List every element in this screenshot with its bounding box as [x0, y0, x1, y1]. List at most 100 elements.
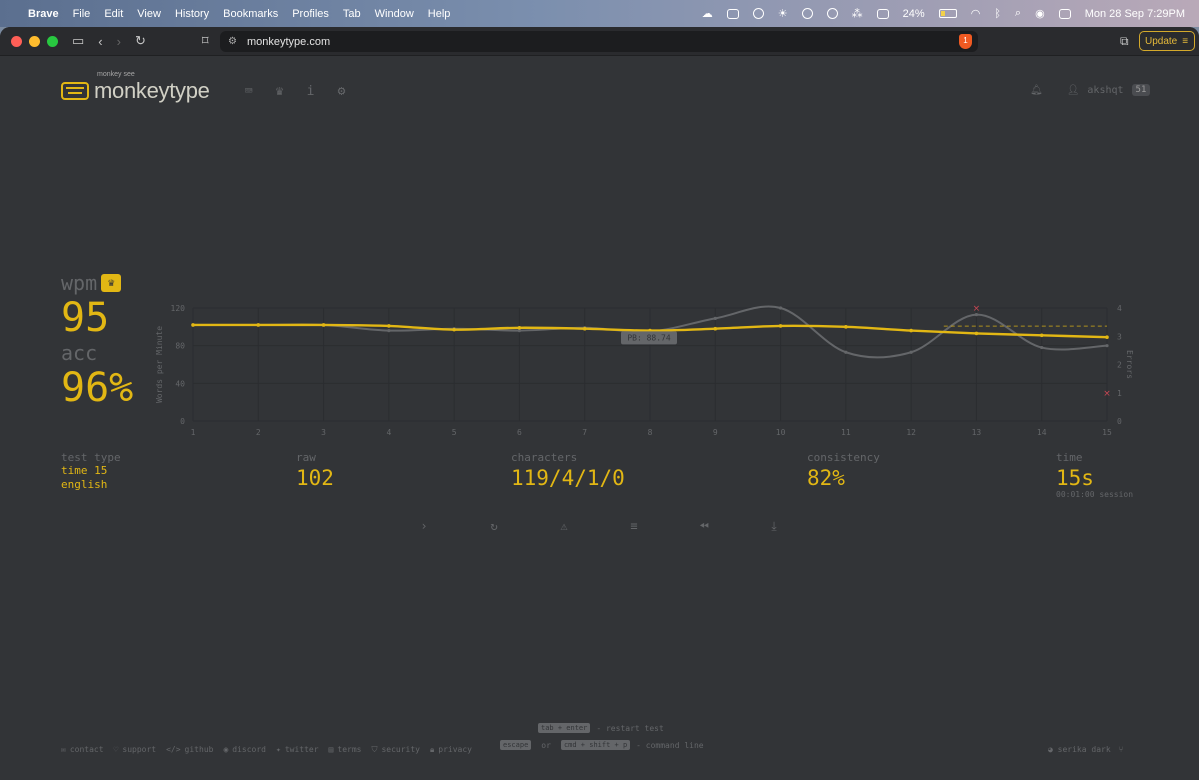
record-icon[interactable]: [801, 8, 813, 19]
grid-icon[interactable]: ⁂: [851, 8, 863, 20]
or-text: or: [541, 740, 551, 750]
settings-gear-icon[interactable]: ⚙: [337, 84, 346, 99]
sidebar-icon[interactable]: ▭: [72, 33, 85, 48]
word-history-icon[interactable]: ≡: [630, 519, 638, 533]
x-tick-label: 10: [776, 428, 786, 437]
menu-help[interactable]: Help: [427, 7, 451, 20]
update-label: Update: [1145, 35, 1178, 47]
keyboard-icon[interactable]: ⌨: [244, 84, 253, 99]
next-test-icon[interactable]: ›: [420, 519, 428, 533]
command-key-hint: cmd + shift + p: [560, 740, 631, 750]
menu-app-name[interactable]: Brave: [28, 7, 59, 20]
siri-icon[interactable]: ◉: [1035, 8, 1045, 20]
cloud-icon[interactable]: ☁: [701, 8, 713, 20]
footer-discord[interactable]: ◉ discord: [223, 745, 266, 755]
battery-percent[interactable]: 24%: [902, 7, 925, 20]
site-settings-icon[interactable]: ⚙: [228, 36, 237, 47]
brave-shield-icon[interactable]: 1: [959, 34, 972, 49]
spotlight-icon[interactable]: ⌕: [1014, 7, 1022, 19]
keyboard-icon[interactable]: [876, 8, 889, 19]
wpm-point: [452, 327, 456, 332]
footer-github[interactable]: </> github: [166, 745, 213, 755]
update-button[interactable]: Update ≡: [1139, 31, 1195, 51]
footer-support[interactable]: ♡ support: [114, 745, 157, 755]
footer-twitter-label: twitter: [284, 745, 319, 754]
bell-icon[interactable]: 🔔︎: [1030, 84, 1043, 96]
replay-icon[interactable]: ⏪︎: [699, 519, 709, 533]
menu-window[interactable]: Window: [374, 7, 414, 20]
menu-view[interactable]: View: [137, 7, 161, 20]
wpm-value: 95: [61, 295, 110, 341]
user-circle-icon[interactable]: [826, 8, 838, 19]
error-marker: ×: [973, 304, 981, 314]
consistency-value: 82%: [807, 466, 845, 490]
clock-icon[interactable]: [752, 8, 764, 19]
bookmark-icon[interactable]: ⌑: [201, 33, 209, 48]
consistency-stat: consistency 82%: [807, 451, 880, 490]
characters-value: 119/4/1/0: [511, 466, 625, 490]
monkeytype-logo[interactable]: monkey see monkeytype: [61, 71, 210, 104]
x-tick-label: 2: [256, 428, 261, 437]
characters-stat: characters 119/4/1/0: [511, 451, 625, 490]
main-stats: wpm ♛ 95 acc 96%: [61, 271, 133, 411]
footer-terms[interactable]: ▤ terms: [329, 745, 362, 755]
version-branch-icon[interactable]: ⑂: [1118, 745, 1124, 754]
x-tick-label: 13: [972, 428, 982, 437]
wpm-point: [778, 324, 783, 328]
back-icon[interactable]: ‹: [98, 33, 103, 49]
address-bar[interactable]: ⚙ monkeytype.com 1: [220, 31, 978, 52]
minimize-window-button[interactable]: [29, 35, 40, 47]
wpm-point: [844, 325, 848, 329]
bluetooth-icon[interactable]: ᛒ: [994, 7, 1001, 20]
pb-label-box: [621, 331, 677, 345]
info-icon[interactable]: i: [306, 84, 315, 99]
forward-icon[interactable]: ›: [116, 33, 121, 49]
wpm-point: [1105, 335, 1109, 339]
user-icon[interactable]: 👤︎: [1066, 84, 1080, 96]
raw-point: [1040, 345, 1044, 350]
menu-edit[interactable]: Edit: [104, 7, 124, 20]
maximize-window-button[interactable]: [47, 35, 58, 47]
test-type-language[interactable]: english: [61, 478, 108, 491]
footer-privacy[interactable]: 🔒︎ privacy: [430, 745, 472, 755]
time-label: time: [1056, 451, 1083, 464]
home-icon[interactable]: [726, 8, 739, 19]
raw-point: [517, 329, 522, 333]
footer-security[interactable]: ⛉ security: [371, 745, 420, 755]
menu-bookmarks[interactable]: Bookmarks: [223, 7, 279, 20]
wpm-point: [909, 328, 913, 333]
y-tick-label: 120: [171, 304, 186, 313]
raw-label: raw: [296, 451, 316, 464]
brightness-icon[interactable]: ☀: [777, 8, 788, 20]
test-type-mode[interactable]: time 15: [61, 464, 108, 477]
footer-github-label: github: [184, 745, 214, 754]
crown-icon[interactable]: ♛: [275, 84, 284, 99]
menubar-datetime[interactable]: Mon 28 Sep 7:29PM: [1084, 7, 1185, 20]
close-window-button[interactable]: [11, 35, 22, 47]
x-tick-label: 14: [1037, 428, 1047, 437]
footer-theme[interactable]: ◕ serika dark: [1048, 745, 1111, 754]
crown-icon: ♛: [101, 274, 122, 292]
wifi-icon[interactable]: ◠: [970, 8, 981, 20]
footer-twitter[interactable]: ✦ twitter: [276, 745, 319, 755]
menu-file[interactable]: File: [72, 7, 91, 20]
extensions-icon[interactable]: ⧉: [1120, 34, 1129, 48]
footer-contact[interactable]: ✉ contact: [61, 745, 104, 755]
palette-icon: ◕: [1048, 745, 1053, 754]
url-text: monkeytype.com: [246, 35, 331, 48]
menu-history[interactable]: History: [174, 7, 210, 20]
screenshot-icon[interactable]: ⤓: [771, 519, 777, 533]
restart-icon[interactable]: ↻: [490, 519, 498, 533]
control-center-icon[interactable]: [1058, 8, 1071, 19]
username[interactable]: akshqt: [1087, 84, 1124, 96]
menu-profiles[interactable]: Profiles: [292, 7, 329, 20]
menu-tab[interactable]: Tab: [342, 7, 361, 20]
warning-icon[interactable]: ⚠: [560, 519, 568, 533]
discord-icon: ◉: [223, 745, 229, 754]
reload-icon[interactable]: ↻: [134, 33, 146, 48]
logo-subtitle: monkey see: [97, 71, 135, 78]
wpm-point: [321, 323, 326, 327]
wpm-point: [713, 326, 718, 331]
restart-key-hint: tab + enter: [538, 723, 591, 733]
